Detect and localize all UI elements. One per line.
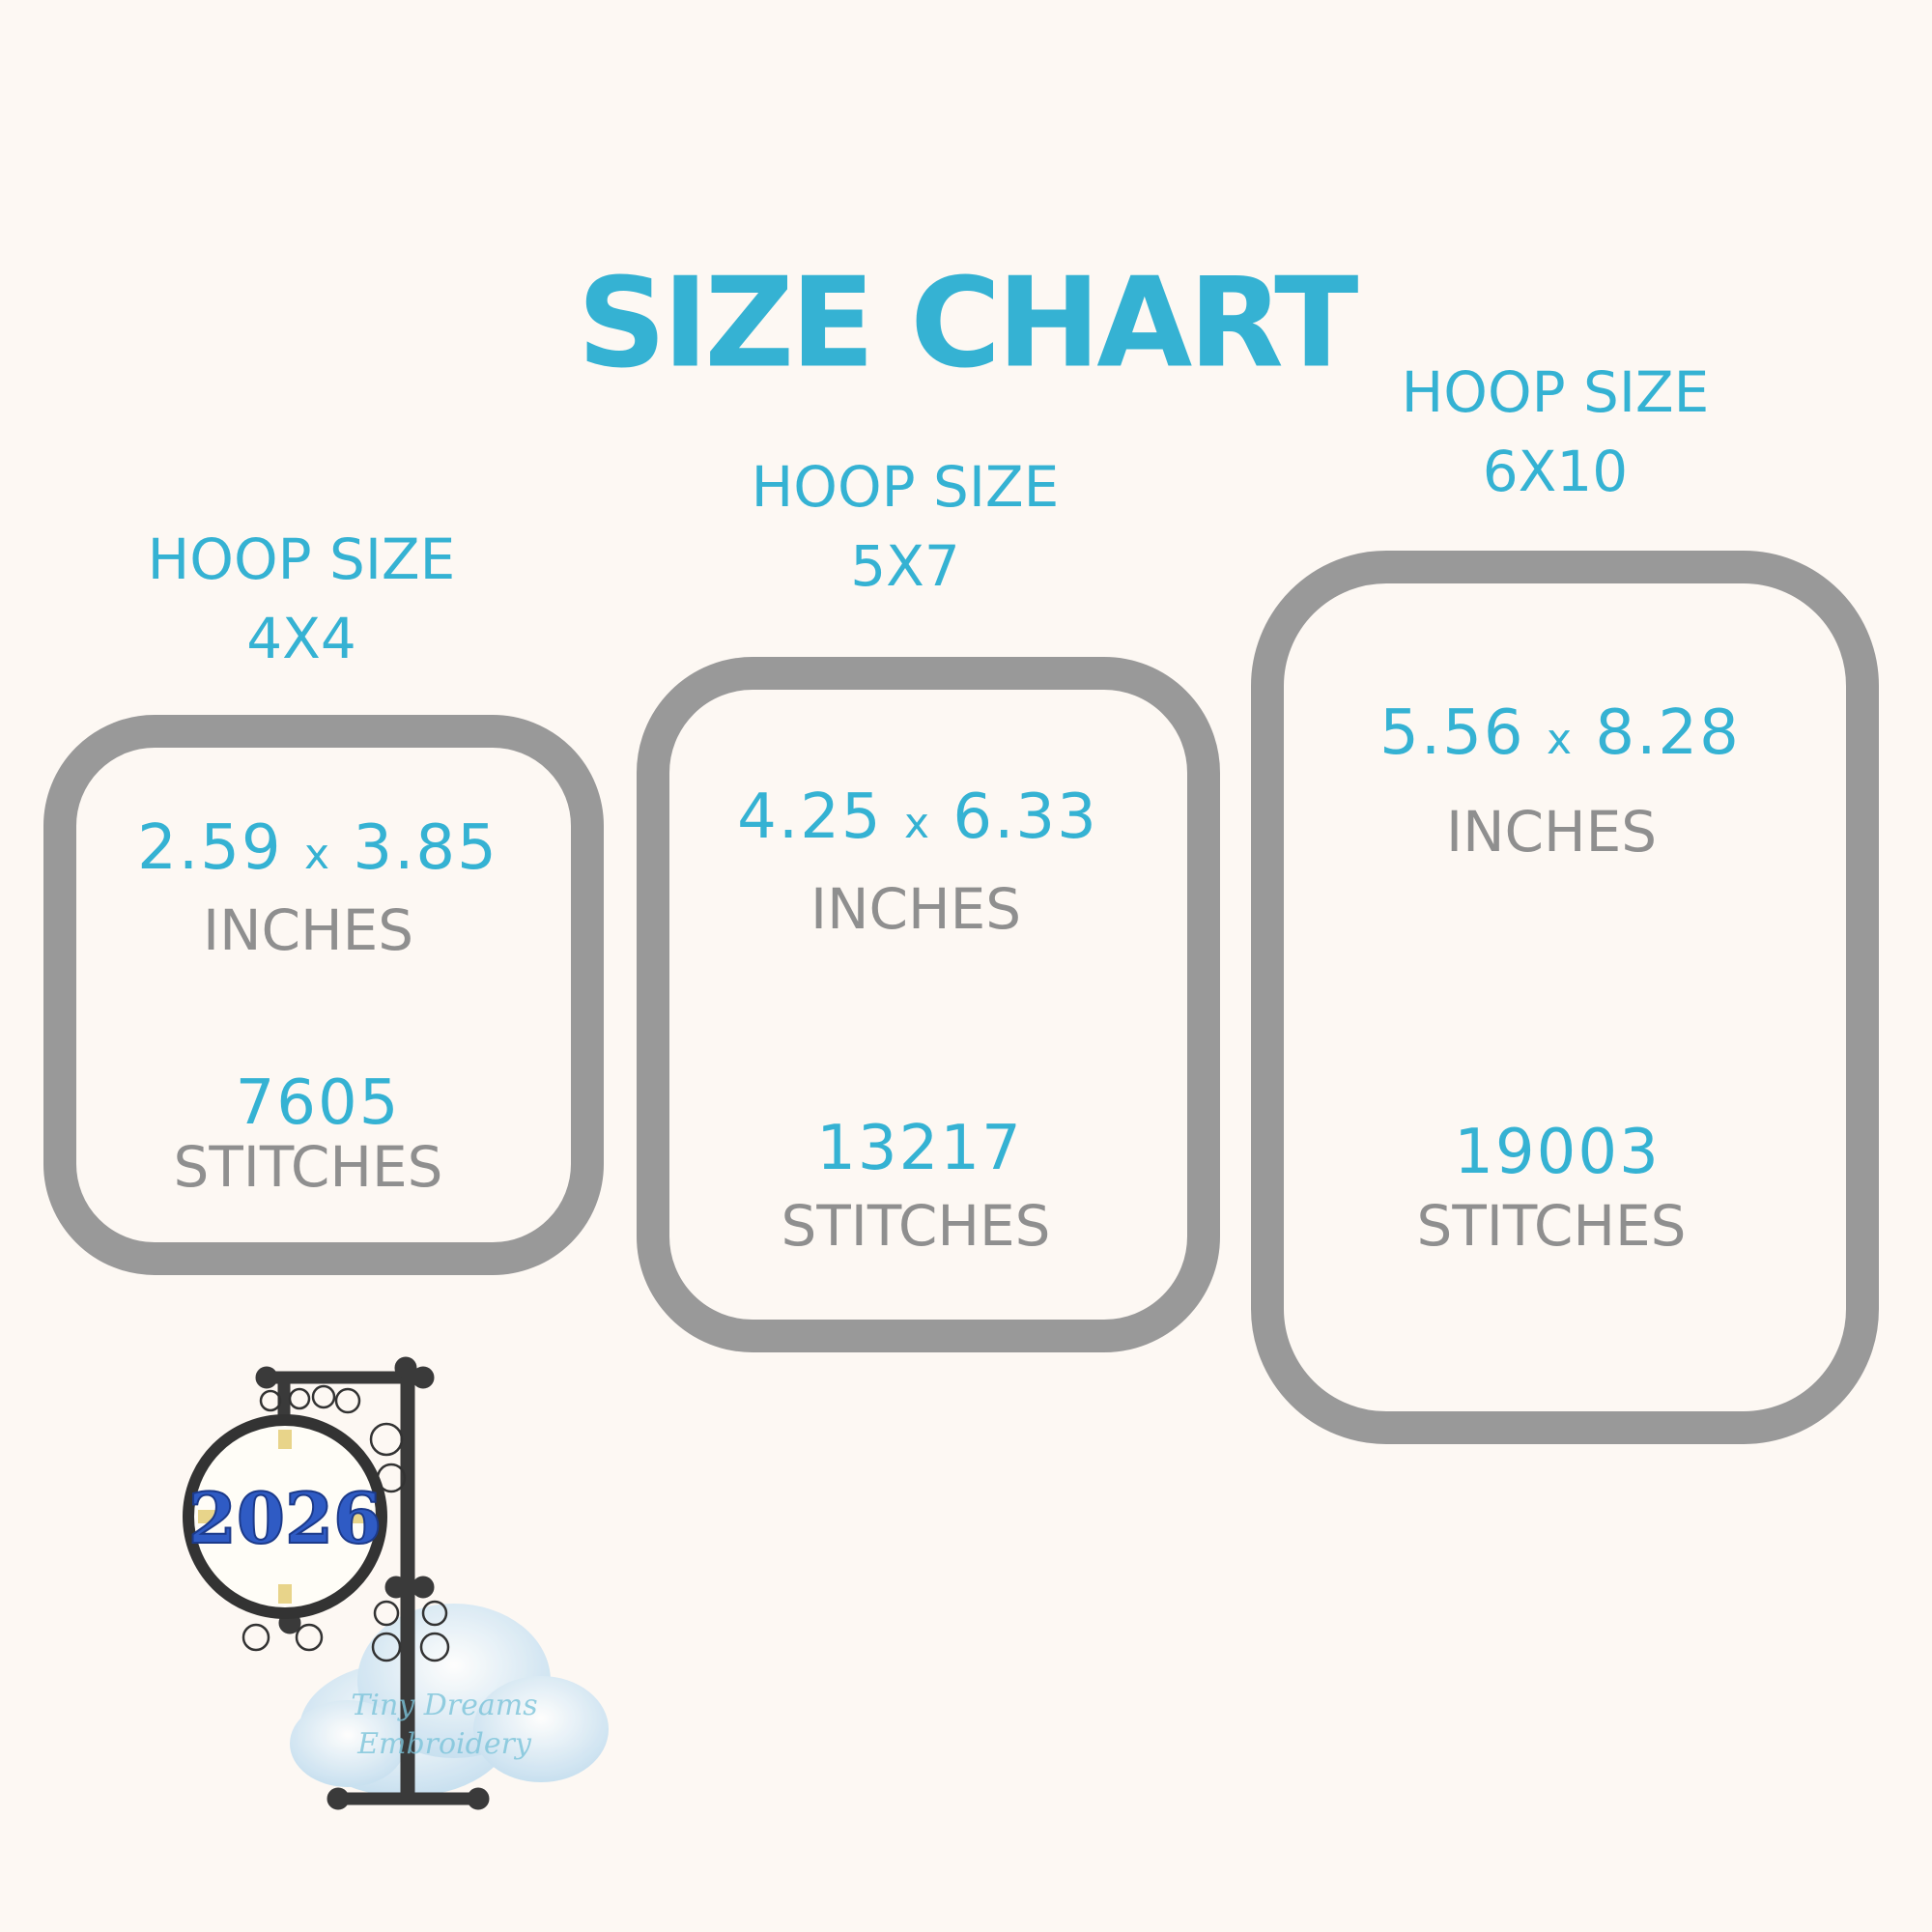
clock-face: 2026 [183,1414,387,1619]
unit-label: INCHES [202,897,414,963]
hoop-label: HOOP SIZE [1401,359,1710,425]
hoop-frame-5x7 [637,657,1220,1352]
watermark-line-2: Embroidery [356,1727,532,1761]
design-dimensions: 5.56 x 8.28 [1379,697,1741,769]
hoop-frame-6x10 [1251,551,1879,1444]
stitches-label: STITCHES [173,1134,443,1200]
design-dimensions: 2.59 x 3.85 [137,812,498,884]
hoop-size: 5X7 [850,533,960,599]
scroll-ornaments [242,1384,450,1662]
hoop-size: 6X10 [1482,439,1629,504]
unit-label: INCHES [810,876,1022,942]
hoop-heading-4x4: HOOP SIZE 4X4 [148,520,456,678]
stitch-count: 19003 [1454,1117,1661,1188]
stitch-count: 13217 [816,1113,1023,1184]
page-title: SIZE CHART [577,251,1359,396]
hoop-label: HOOP SIZE [751,454,1060,520]
design-dimensions: 4.25 x 6.33 [737,781,1098,853]
clock-year: 2026 [188,1477,382,1559]
hoop-heading-5x7: HOOP SIZE 5X7 [752,447,1060,606]
hoop-heading-6x10: HOOP SIZE 6X10 [1402,353,1710,511]
hoop-frame-4x4 [43,715,604,1275]
hoop-label: HOOP SIZE [147,526,456,592]
hoop-size: 4X4 [246,606,356,671]
stitch-count: 7605 [235,1067,401,1139]
stitches-label: STITCHES [1416,1193,1687,1259]
stitches-label: STITCHES [781,1193,1051,1259]
unit-label: INCHES [1445,799,1658,865]
watermark: Tiny Dreams [351,1689,537,1722]
